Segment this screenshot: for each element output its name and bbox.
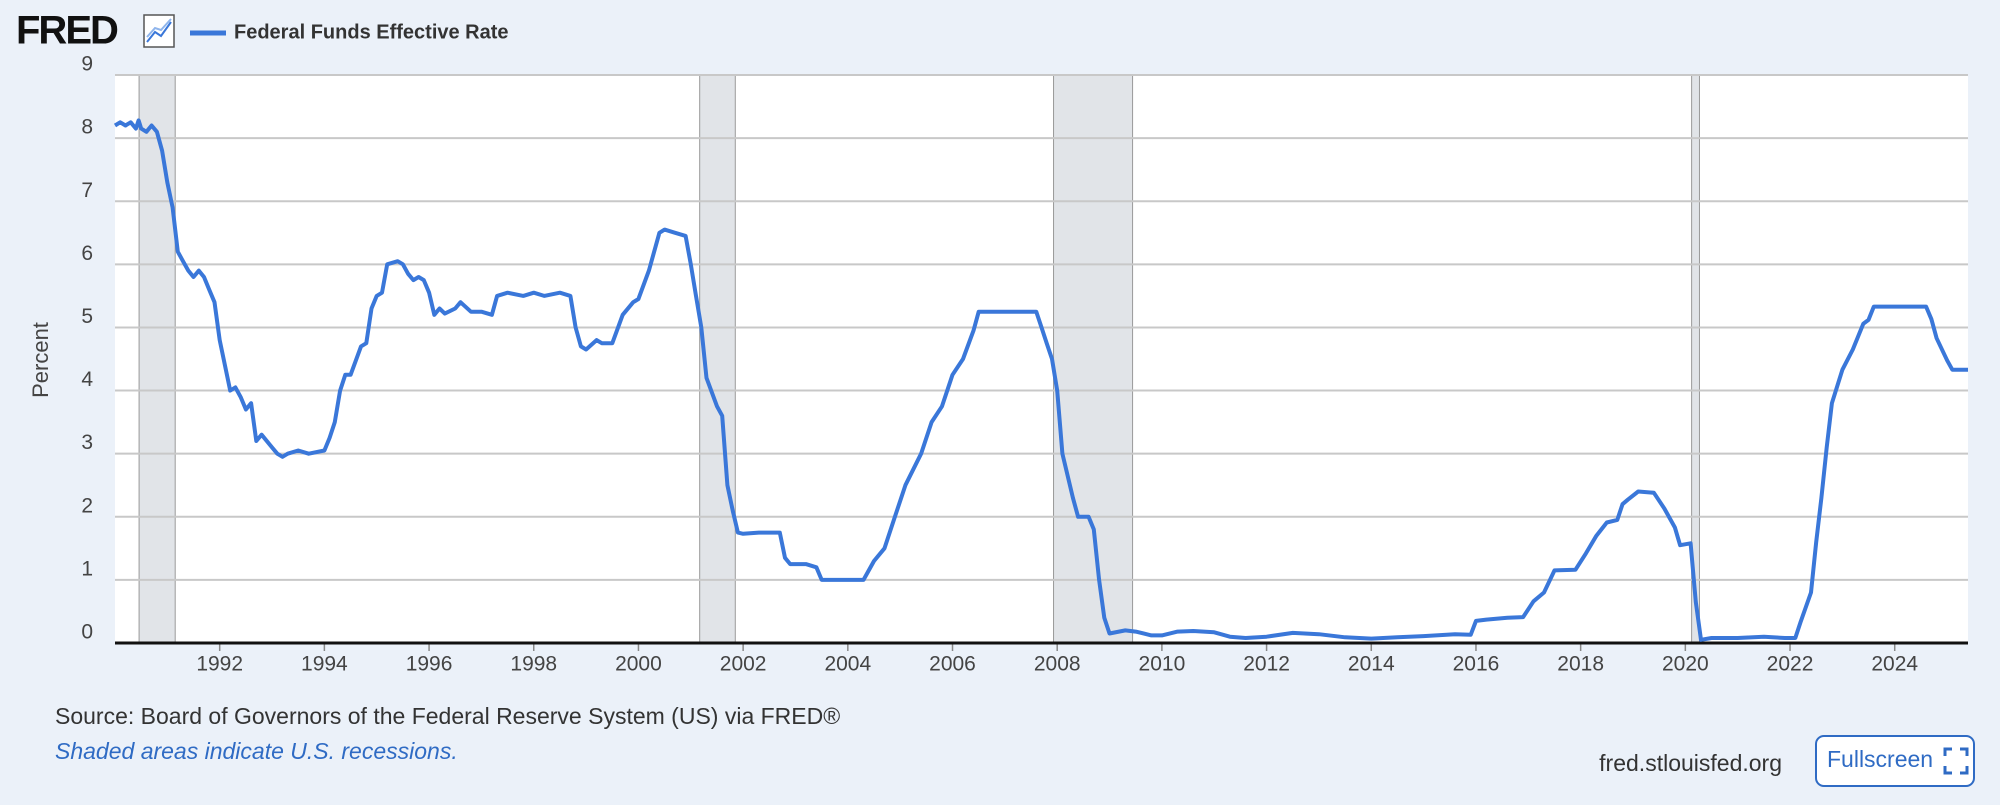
y-tick-label: 2 <box>81 494 93 517</box>
x-tick-label: 2004 <box>824 653 871 676</box>
y-tick-label: 1 <box>81 557 93 580</box>
x-tick-label: 1992 <box>196 653 243 676</box>
x-tick-label: 2020 <box>1662 653 1709 676</box>
x-tick-label: 1996 <box>406 653 453 676</box>
fullscreen-button[interactable]: Fullscreen <box>1815 735 1975 787</box>
x-tick-label: 2014 <box>1348 653 1395 676</box>
x-tick-label: 2012 <box>1243 653 1290 676</box>
plot-area <box>115 75 1968 643</box>
y-tick-label: 4 <box>81 368 93 391</box>
y-tick-label: 7 <box>81 179 93 202</box>
x-tick-label: 2000 <box>615 653 662 676</box>
x-tick-label: 2008 <box>1034 653 1081 676</box>
y-axis-label: Percent <box>28 322 53 398</box>
x-tick-label: 2002 <box>720 653 767 676</box>
plot: 0 1 2 3 4 5 6 7 8 9 1992 1994 1996 1998 2000 2002 2004 20… <box>81 53 1968 676</box>
x-tick-label: 2024 <box>1871 653 1918 676</box>
x-tick-label: 2010 <box>1139 653 1186 676</box>
x-tick-label: 2016 <box>1453 653 1500 676</box>
recession-note: Shaded areas indicate U.S. recessions. <box>55 738 458 764</box>
legend-label: Federal Funds Effective Rate <box>234 21 509 43</box>
y-tick-label: 8 <box>81 116 93 139</box>
series-line <box>113 118 1968 642</box>
y-tick-label: 6 <box>81 242 93 265</box>
fullscreen-label: Fullscreen <box>1827 746 1933 772</box>
site-link: fred.stlouisfed.org <box>1599 750 1782 776</box>
x-tick-label: 2006 <box>929 653 976 676</box>
y-tick-label: 0 <box>81 621 93 644</box>
recession-band <box>1053 74 1134 644</box>
y-tick-label: 3 <box>81 431 93 454</box>
x-tick-label: 1994 <box>301 653 348 676</box>
x-tick-label: 2022 <box>1767 653 1814 676</box>
y-tick-label: 9 <box>81 53 93 76</box>
source: Source: Board of Governors of the Federa… <box>55 703 840 729</box>
fullscreen-icon <box>1943 747 1969 775</box>
x-tick-label: 1998 <box>510 653 557 676</box>
logo: FRED <box>16 9 118 53</box>
x-tick-label: 2018 <box>1557 653 1604 676</box>
logo-icon <box>143 14 175 48</box>
y-tick-label: 5 <box>81 305 93 328</box>
recession-band <box>138 74 176 644</box>
